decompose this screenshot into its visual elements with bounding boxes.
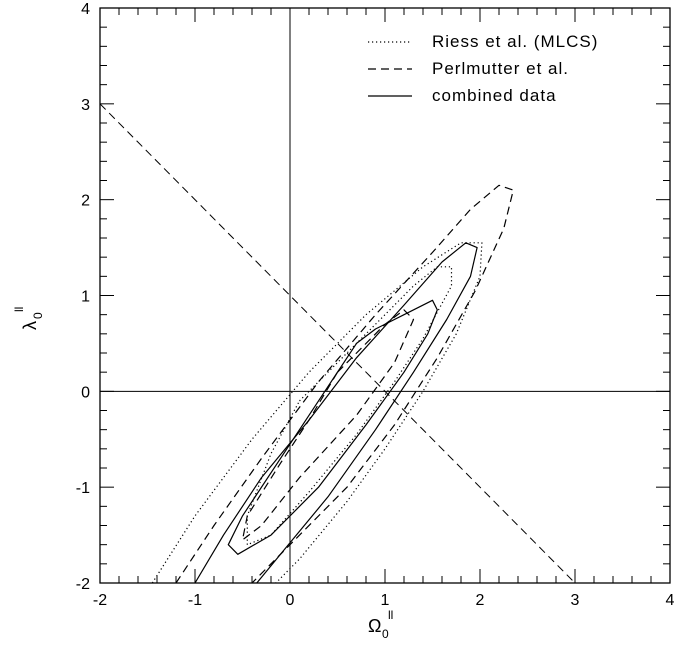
contour-perlmutter-outer [175, 184, 514, 583]
contour-combined-outer [194, 242, 478, 583]
x-tick-label: -1 [188, 592, 202, 609]
y-tick-label: -1 [76, 480, 90, 497]
y-tick-label: 1 [81, 289, 90, 306]
contour-combined-inner [227, 299, 438, 555]
y-tick-label: 0 [81, 384, 90, 401]
legend-label: Riess et al. (MLCS) [432, 32, 598, 51]
x-tick-label: 0 [286, 592, 295, 609]
x-axis-label-subscript: 0 [382, 627, 389, 641]
x-tick-label: -2 [93, 592, 107, 609]
x-tick-label: 1 [381, 592, 390, 609]
y-axis-label-subscript: 0 [31, 312, 45, 319]
legend: Riess et al. (MLCS) Perlmutter et al. comb… [368, 32, 598, 105]
y-axis-label-superscript: ll [12, 307, 26, 312]
y-axis-label: λ [20, 321, 40, 330]
y-tick-label: -2 [76, 576, 90, 593]
x-tick-label: 2 [476, 592, 485, 609]
contour-riess-inner [246, 266, 453, 546]
x-axis-label: Ω [368, 616, 381, 636]
legend-label: combined data [432, 86, 557, 105]
y-axis-label-group: λ 0 ll [12, 307, 45, 330]
contour-riess-outer [151, 242, 483, 583]
y-tick-label: 4 [81, 1, 90, 18]
y-tick-label: 3 [81, 97, 90, 114]
x-axis-label-superscript: ll [388, 608, 393, 622]
x-tick-label: 3 [571, 592, 580, 609]
legend-label: Perlmutter et al. [432, 59, 569, 78]
reference-line-flat-universe [100, 103, 576, 583]
contours-layer [151, 184, 514, 583]
plot-frame [99, 7, 671, 584]
contour-perlmutter-inner [241, 309, 415, 541]
x-tick-label: 4 [666, 592, 675, 609]
y-tick-label: 2 [81, 193, 90, 210]
reference-lines-layer [100, 8, 670, 583]
axes-layer: -2 -1 0 1 2 3 4 -2 -1 0 1 2 3 4 [76, 1, 675, 609]
